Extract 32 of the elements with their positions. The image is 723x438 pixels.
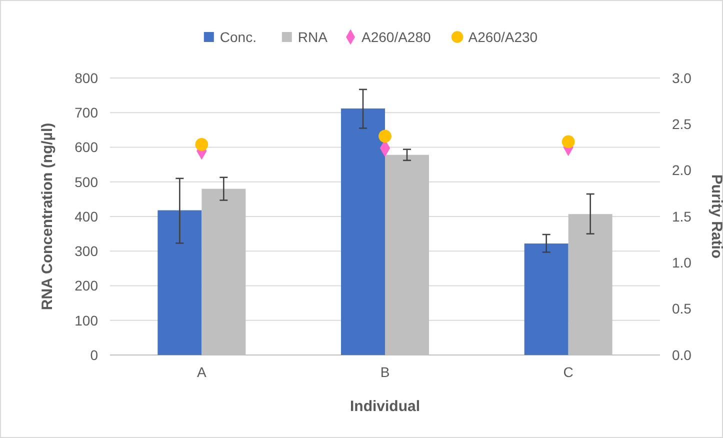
y-tick-label: 100 xyxy=(74,312,98,328)
y2-tick-label: 1.0 xyxy=(672,254,692,271)
y-tick-label: 500 xyxy=(74,174,98,190)
y-tick-label: 700 xyxy=(74,104,98,121)
y-tick-label: 200 xyxy=(74,278,98,294)
y-tick-label: 400 xyxy=(74,208,98,224)
bar xyxy=(524,244,568,355)
y-tick-label: 0 xyxy=(90,346,98,363)
y2-axis-title: Purity Ratio xyxy=(708,174,723,259)
bar xyxy=(341,108,385,355)
y2-tick-label: 0.5 xyxy=(672,300,692,317)
point xyxy=(378,130,392,143)
legend-label: A260/A230 xyxy=(468,29,538,45)
x-axis-title: Individual xyxy=(350,398,420,415)
legend-label: Conc. xyxy=(220,29,256,45)
y-axis-title: RNA Concentration (ng/µl) xyxy=(39,122,56,310)
y-tick-label: 300 xyxy=(74,243,98,260)
point xyxy=(562,135,575,148)
x-tick-label: A xyxy=(196,364,207,380)
legend-label: A260/A280 xyxy=(362,29,431,45)
y-tick-label: 800 xyxy=(74,70,98,86)
y-tick-label: 600 xyxy=(74,139,98,156)
x-tick-label: C xyxy=(563,364,574,380)
y2-tick-label: 3.0 xyxy=(672,70,692,86)
point xyxy=(195,138,208,151)
y2-tick-label: 0.0 xyxy=(672,346,692,363)
y2-tick-label: 1.5 xyxy=(672,208,692,224)
legend-label: RNA xyxy=(298,29,328,45)
y2-tick-label: 2.5 xyxy=(672,116,692,132)
y2-tick-label: 2.0 xyxy=(672,162,692,178)
bar xyxy=(158,210,202,355)
x-tick-label: B xyxy=(380,364,390,380)
